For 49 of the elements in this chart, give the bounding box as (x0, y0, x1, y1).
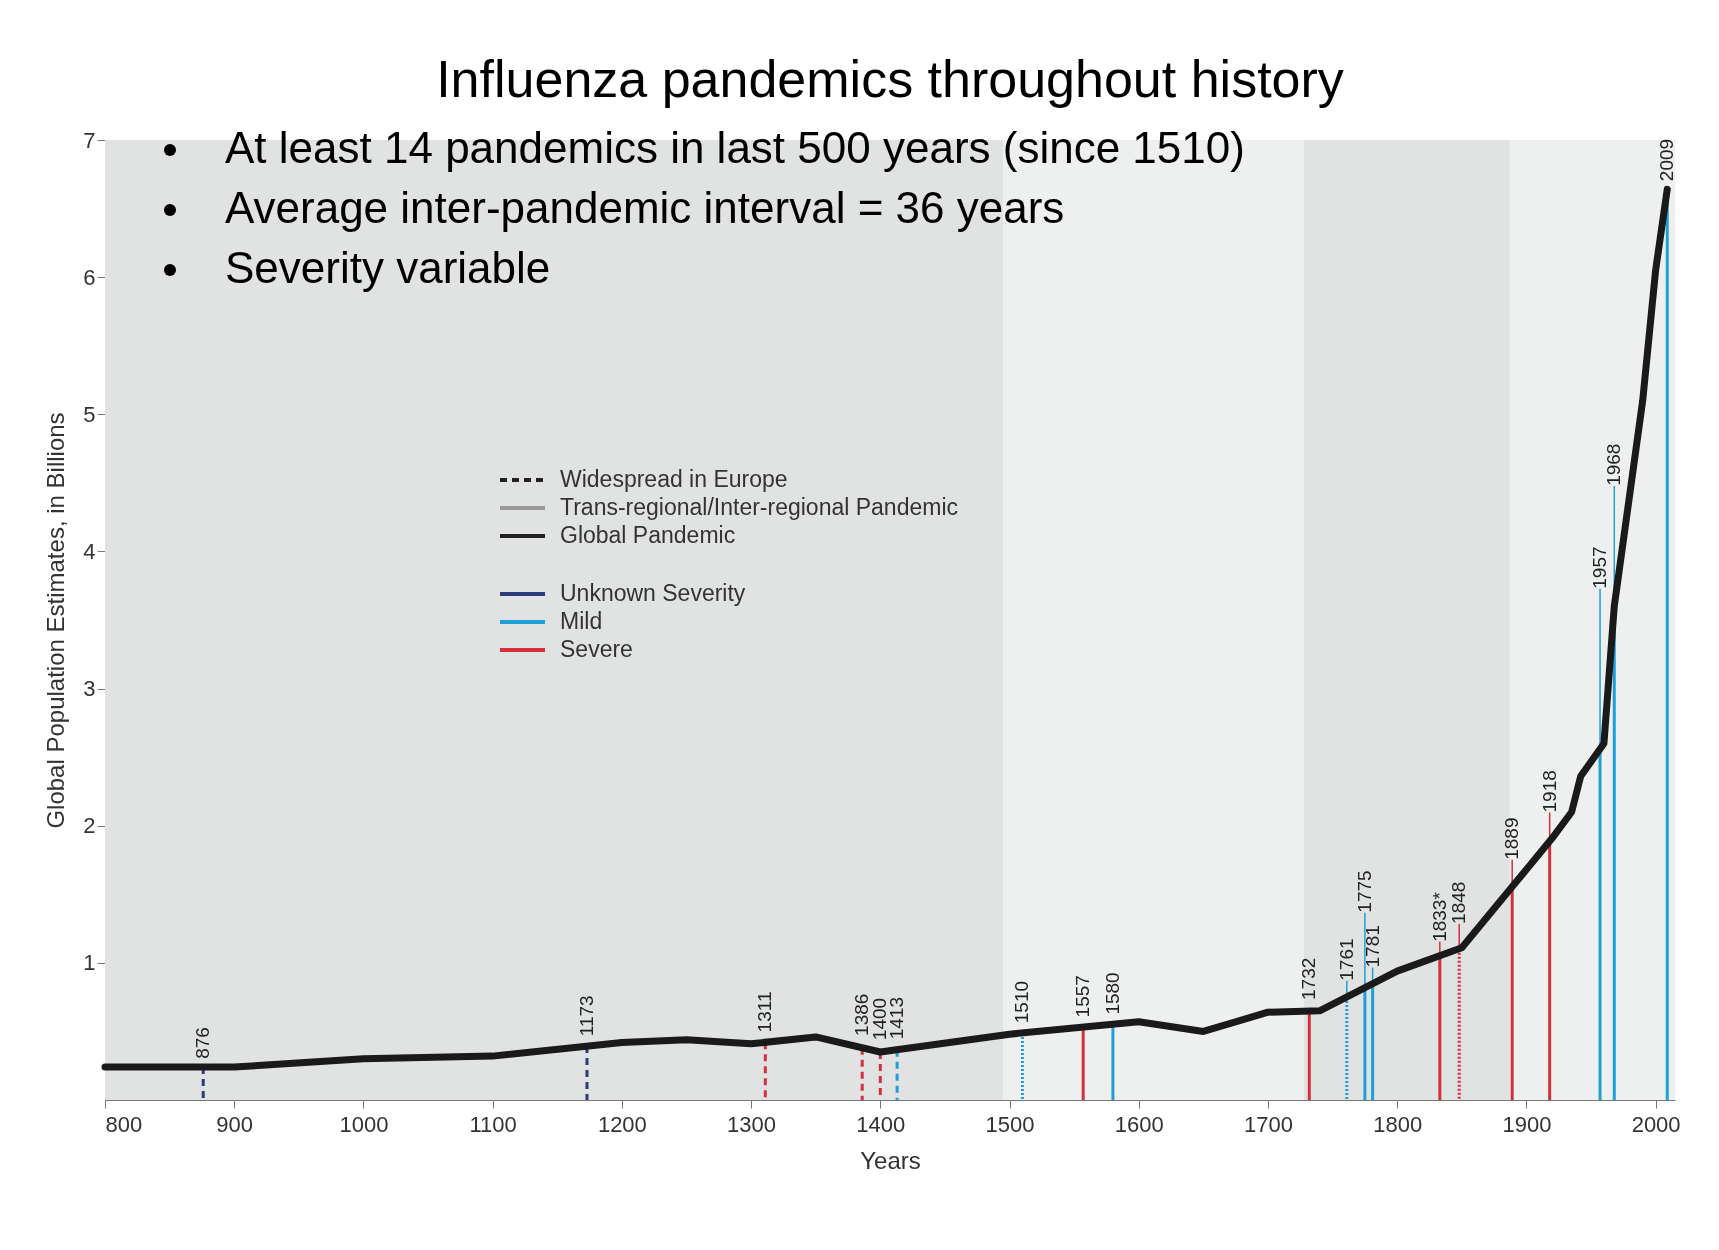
ref-line-label: 1957 (1589, 546, 1611, 589)
y-tick-label: 6 (83, 264, 96, 290)
annotation: Average inter-pandemic interval = 36 years (225, 183, 1065, 232)
chart-title: Influenza pandemics throughout history (436, 50, 1344, 108)
ref-line-label: 1761 (1335, 938, 1357, 981)
x-tick-label: 1800 (1373, 1111, 1423, 1137)
ref-line-label: 1732 (1298, 957, 1320, 1000)
y-tick-label: 1 (83, 950, 96, 976)
annotation: Severity variable (225, 243, 551, 292)
ref-line-label: 1580 (1101, 972, 1123, 1015)
x-tick-label: 1900 (1502, 1111, 1552, 1137)
y-tick-label: 3 (83, 676, 96, 702)
ref-line-label: 1968 (1603, 443, 1625, 486)
x-tick-label: 1600 (1114, 1111, 1164, 1137)
x-tick-label: 1700 (1243, 1111, 1293, 1137)
y-tick-label: 4 (83, 538, 96, 564)
ref-line-label: 1510 (1011, 980, 1033, 1024)
ref-line-label: 1173 (575, 995, 597, 1037)
y-tick-label: 2 (83, 813, 96, 839)
annotation: Unknown Severity (560, 580, 746, 606)
y-tick-label: 7 (83, 127, 96, 153)
annotation: Trans-regional/Inter-regional Pandemic (560, 494, 959, 520)
x-tick-label: 1100 (469, 1111, 517, 1137)
annotation: Mild (560, 608, 603, 634)
x-tick-label: 1400 (856, 1111, 906, 1137)
ref-line-label: 1557 (1072, 975, 1094, 1018)
x-tick-label: 1000 (339, 1111, 389, 1137)
ref-line-label: 2009 (1656, 138, 1678, 182)
y-tick-label: 5 (83, 401, 96, 427)
x-tick-label: 800 (105, 1111, 143, 1137)
ref-line-label: 1833* (1428, 891, 1450, 942)
annotation: At least 14 pandemics in last 500 years (since 1510) (225, 123, 1245, 172)
ref-line-label: 1889 (1501, 817, 1523, 860)
x-tick-label: 900 (216, 1111, 254, 1137)
x-tick-label: 2000 (1631, 1111, 1681, 1137)
x-tick-label: 1200 (597, 1111, 647, 1137)
ref-line-label: 876 (192, 1027, 214, 1059)
ref-line-label: 1848 (1448, 881, 1470, 924)
ref-line-label: 1781 (1361, 925, 1383, 968)
x-tick-label: 1300 (727, 1111, 777, 1137)
ref-line-label: 1918 (1538, 770, 1560, 813)
x-axis-title: Years (860, 1146, 921, 1174)
y-axis-title: Global Population Estimates, in Billions (42, 412, 70, 829)
ref-line-label: 1775 (1353, 870, 1375, 913)
annotation: Severe (560, 636, 633, 662)
annotation: Widespread in Europe (560, 466, 788, 492)
x-tick-label: 1500 (985, 1111, 1035, 1137)
annotation: Global Pandemic (560, 522, 736, 548)
ref-line-label: 1311 (754, 991, 776, 1033)
